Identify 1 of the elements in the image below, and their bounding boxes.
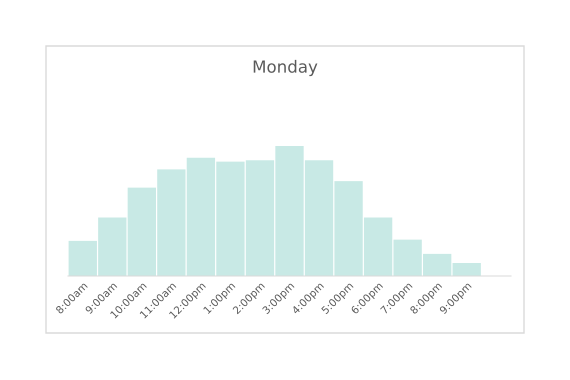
chart-title: Monday — [254, 60, 318, 76]
